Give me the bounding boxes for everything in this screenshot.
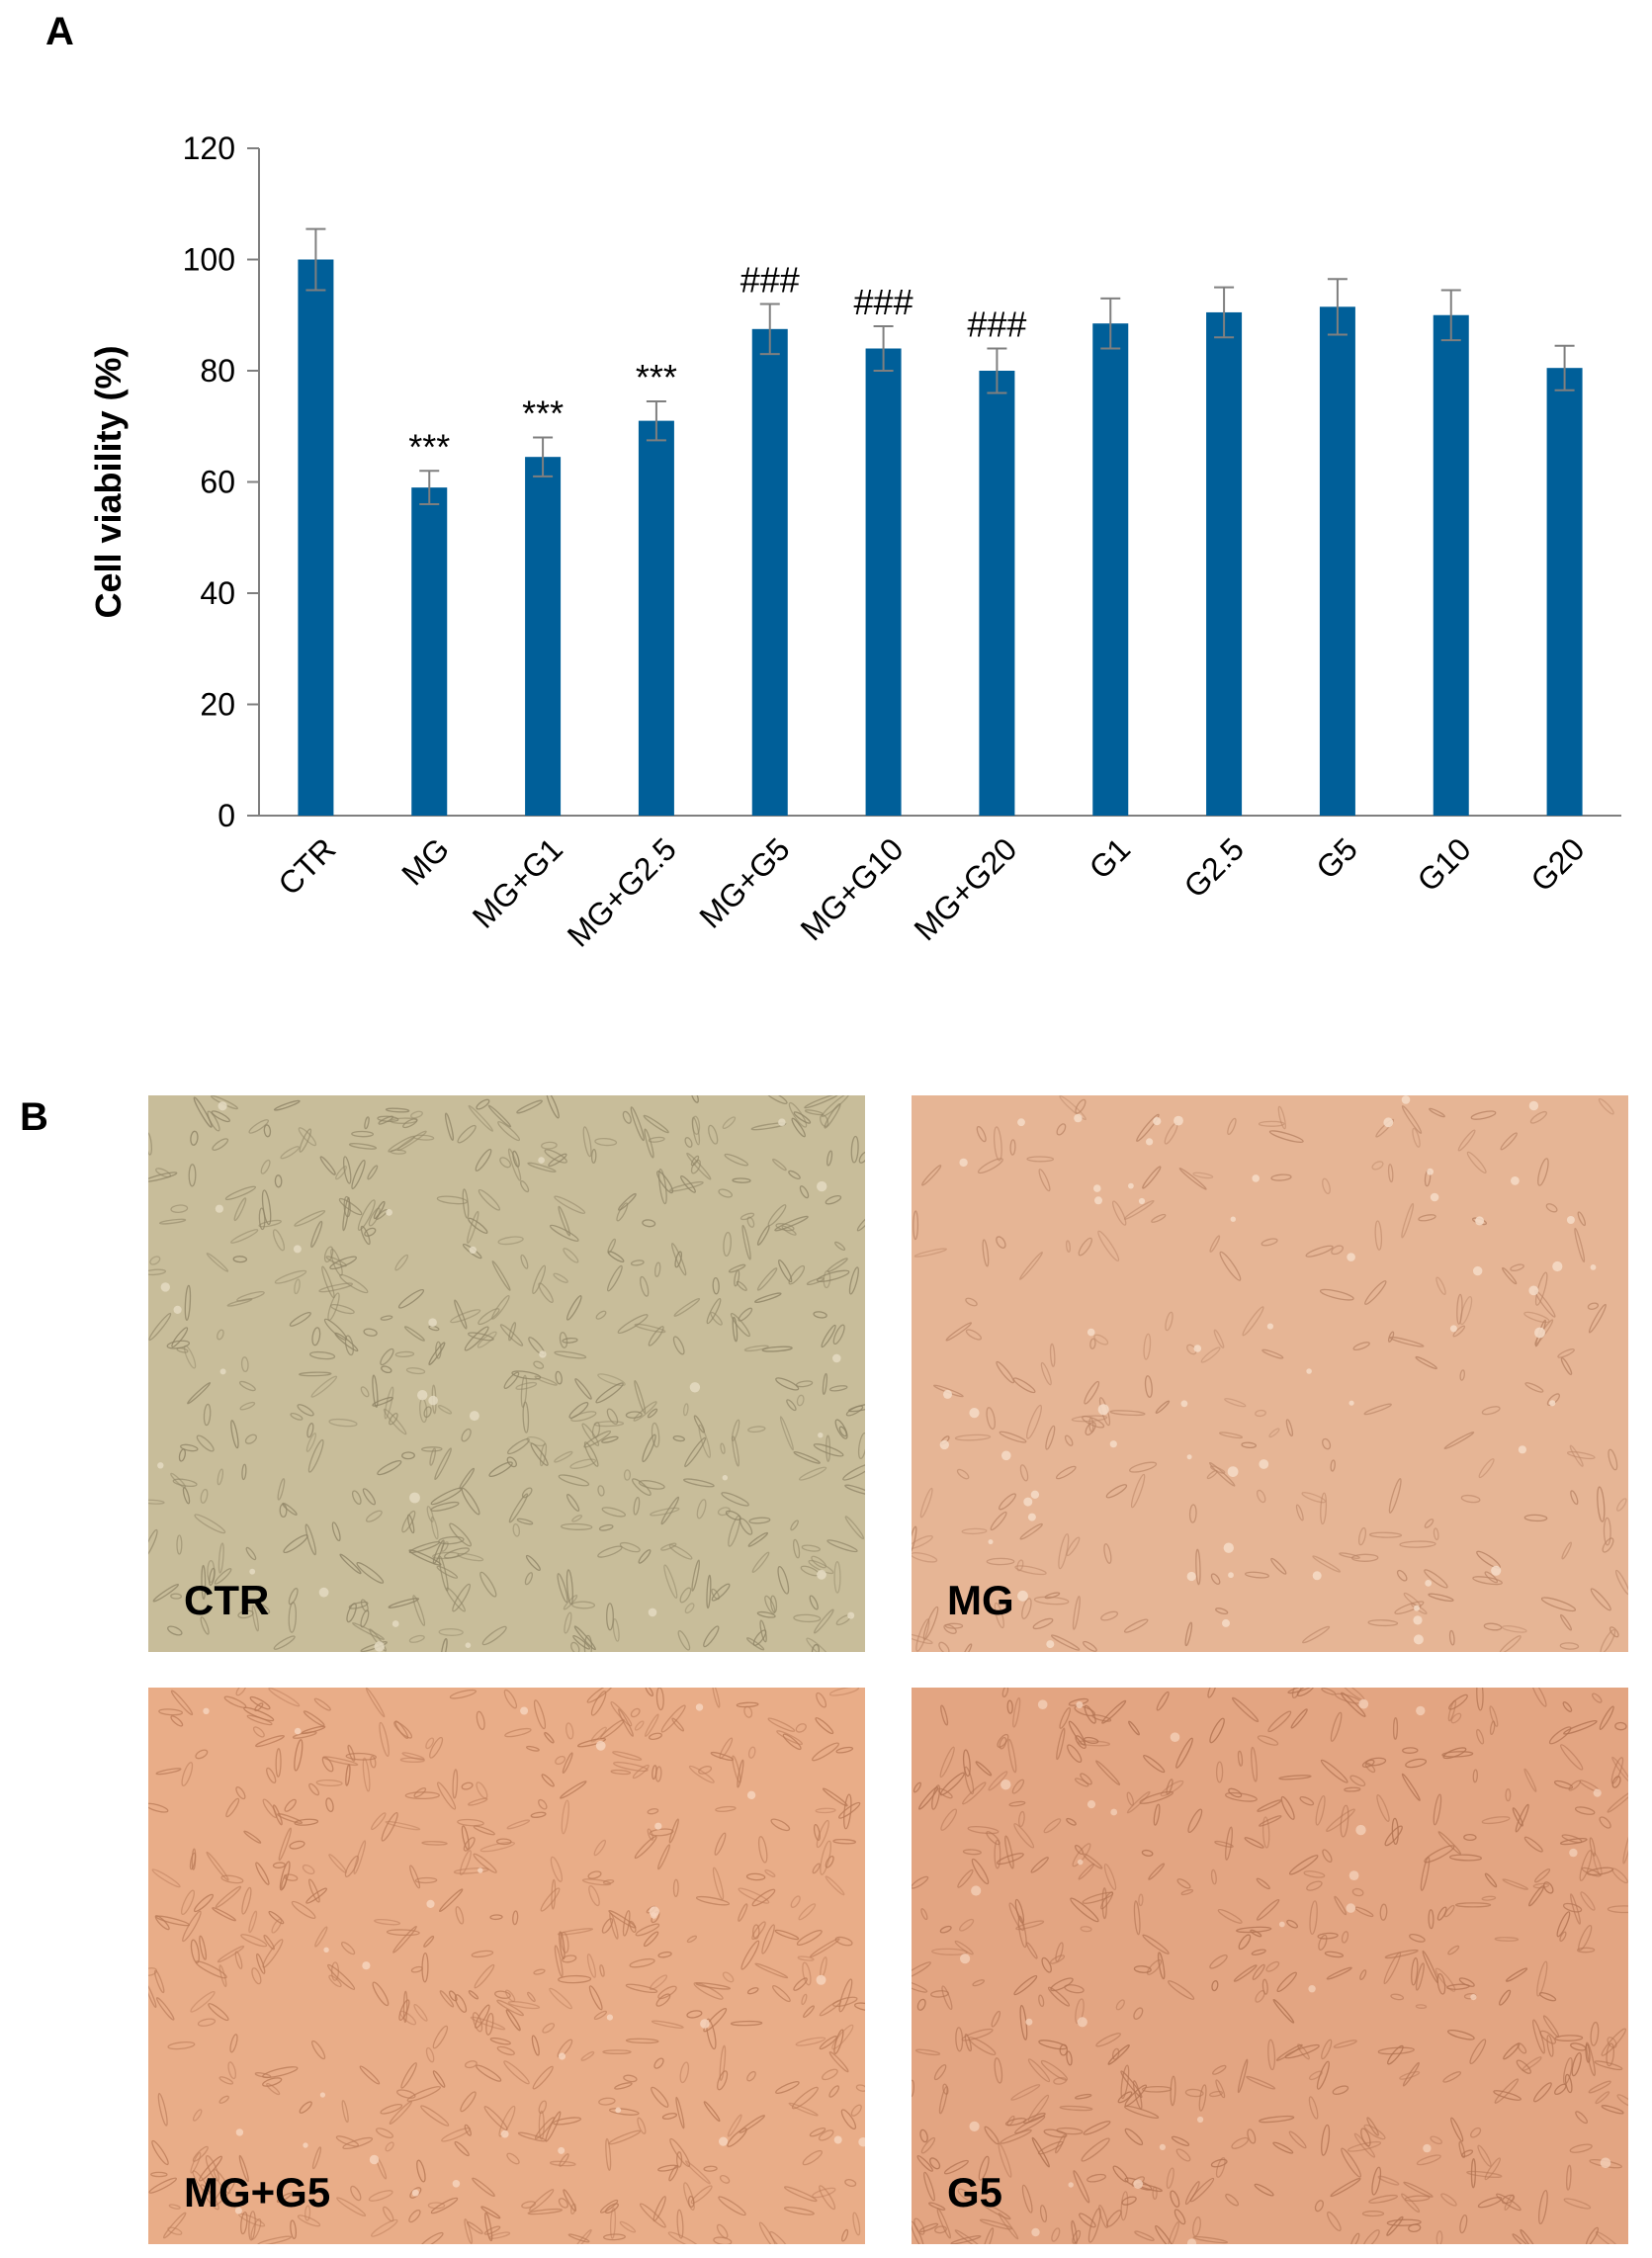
x-tick-label: MG+G10 <box>794 830 911 947</box>
y-axis-title: Cell viability (%) <box>88 345 129 618</box>
bar <box>751 328 788 816</box>
bar-chart: 0 20 40 60 80 100 120 Cell viability (%) CTR *** M… <box>88 130 1621 954</box>
y-tick-label: 40 <box>200 575 235 611</box>
y-tick-label: 120 <box>183 130 235 166</box>
bar <box>1092 323 1129 816</box>
y-tick-label: 100 <box>183 242 235 278</box>
x-tick-label: MG+G1 <box>466 830 569 934</box>
bar <box>1206 311 1243 816</box>
bar <box>1319 306 1355 816</box>
micrograph-background <box>912 1095 1628 1652</box>
bar <box>638 420 674 816</box>
micrograph-label: MG <box>947 1577 1014 1623</box>
x-tick-label: MG <box>394 830 456 892</box>
panel-b-letter: B <box>20 1095 48 1139</box>
x-tick-label: CTR <box>271 830 342 902</box>
bar <box>979 371 1015 816</box>
micrograph-background <box>148 1095 865 1652</box>
x-tick-label: MG+G2.5 <box>561 830 683 953</box>
y-tick-label: 20 <box>200 687 235 723</box>
micrograph-label: CTR <box>184 1577 270 1623</box>
y-tick-label: 80 <box>200 353 235 389</box>
significance-label: *** <box>408 426 450 467</box>
x-tick-label: G10 <box>1410 830 1477 898</box>
micrograph-label: MG+G5 <box>184 2169 331 2215</box>
micrograph-background <box>912 1688 1628 2244</box>
micrograph-mg: MG <box>912 1095 1628 1652</box>
significance-label: *** <box>636 357 677 397</box>
bar <box>1546 368 1583 816</box>
y-tick-label: 0 <box>217 798 235 833</box>
x-tick-label: G2.5 <box>1177 830 1252 905</box>
micrograph-background <box>148 1688 865 2244</box>
y-tick-label: 60 <box>200 465 235 500</box>
bar <box>298 259 334 816</box>
bar <box>1433 314 1469 816</box>
x-tick-label: MG+G20 <box>907 830 1023 947</box>
significance-label: ### <box>854 282 913 322</box>
significance-label: ### <box>740 260 800 301</box>
significance-label: *** <box>522 393 564 434</box>
x-tick-label: G20 <box>1523 830 1591 898</box>
bar <box>525 457 562 816</box>
significance-label: ### <box>967 304 1026 345</box>
micrograph-mg-g5: MG+G5 <box>148 1688 865 2244</box>
micrograph-ctr: CTR <box>148 1095 865 1652</box>
bar <box>865 348 902 816</box>
bar <box>411 487 448 816</box>
micrograph-label: G5 <box>947 2169 1003 2215</box>
micrograph-g5: G5 <box>912 1688 1628 2244</box>
x-tick-label: G1 <box>1083 830 1138 886</box>
panel-a-letter: A <box>45 10 74 53</box>
x-tick-label: G5 <box>1309 830 1364 886</box>
x-tick-label: MG+G5 <box>692 830 796 934</box>
